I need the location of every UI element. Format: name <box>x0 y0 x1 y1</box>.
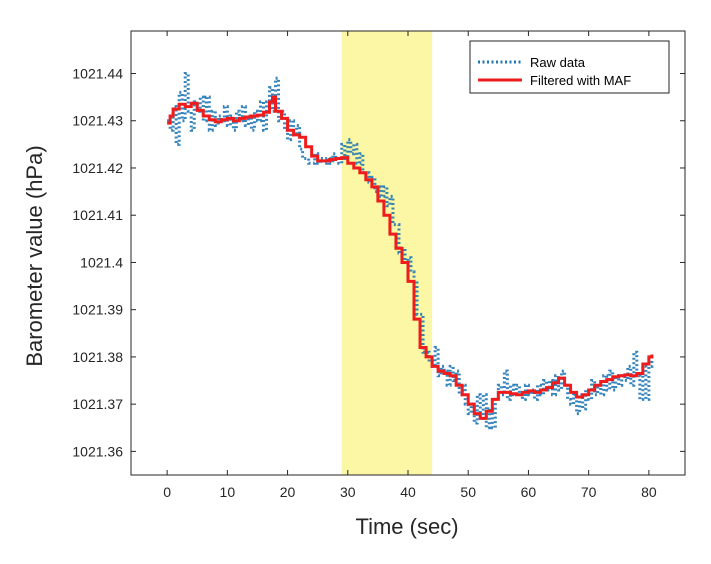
y-tick-label: 1021.4 <box>80 254 123 270</box>
legend: Raw data Filtered with MAF <box>469 40 670 94</box>
legend-label-raw-data: Raw data <box>530 55 586 70</box>
series-line-filtered <box>167 95 654 420</box>
x-tick-label: 60 <box>521 484 537 500</box>
x-tick-label: 0 <box>163 484 171 500</box>
y-axis-title: Barometer value (hPa) <box>22 145 47 366</box>
legend-label-filtered: Filtered with MAF <box>530 73 631 88</box>
x-tick-label: 10 <box>220 484 236 500</box>
plot-area: 0 10 20 30 40 50 60 70 80 1021.361021.371021.381… <box>72 30 686 500</box>
y-axis-ticks: 1021.36 1021.37 1021.38 1021.39 1021.4 1021.4… <box>72 66 685 459</box>
x-tick-label: 20 <box>280 484 296 500</box>
y-tick-label: 1021.44 <box>72 66 123 82</box>
highlight-band <box>341 31 433 475</box>
series-layer <box>167 72 654 430</box>
x-tick-label: 70 <box>581 484 597 500</box>
legend-box <box>469 40 670 94</box>
x-axis-title: Time (sec) <box>355 514 458 539</box>
y-tick-label: 1021.43 <box>72 113 123 129</box>
y-tick-label: 1021.41 <box>72 207 123 223</box>
x-tick-label: 40 <box>400 484 416 500</box>
x-axis-ticks: 0 10 20 30 40 50 60 70 80 <box>163 31 657 500</box>
y-tick-label: 1021.36 <box>72 443 123 459</box>
x-tick-label: 80 <box>641 484 657 500</box>
y-tick-label: 1021.42 <box>72 160 123 176</box>
y-tick-label: 1021.37 <box>72 396 123 412</box>
y-tick-label: 1021.39 <box>72 302 123 318</box>
x-tick-label: 50 <box>460 484 476 500</box>
x-tick-label: 30 <box>340 484 356 500</box>
y-tick-label: 1021.38 <box>72 349 123 365</box>
